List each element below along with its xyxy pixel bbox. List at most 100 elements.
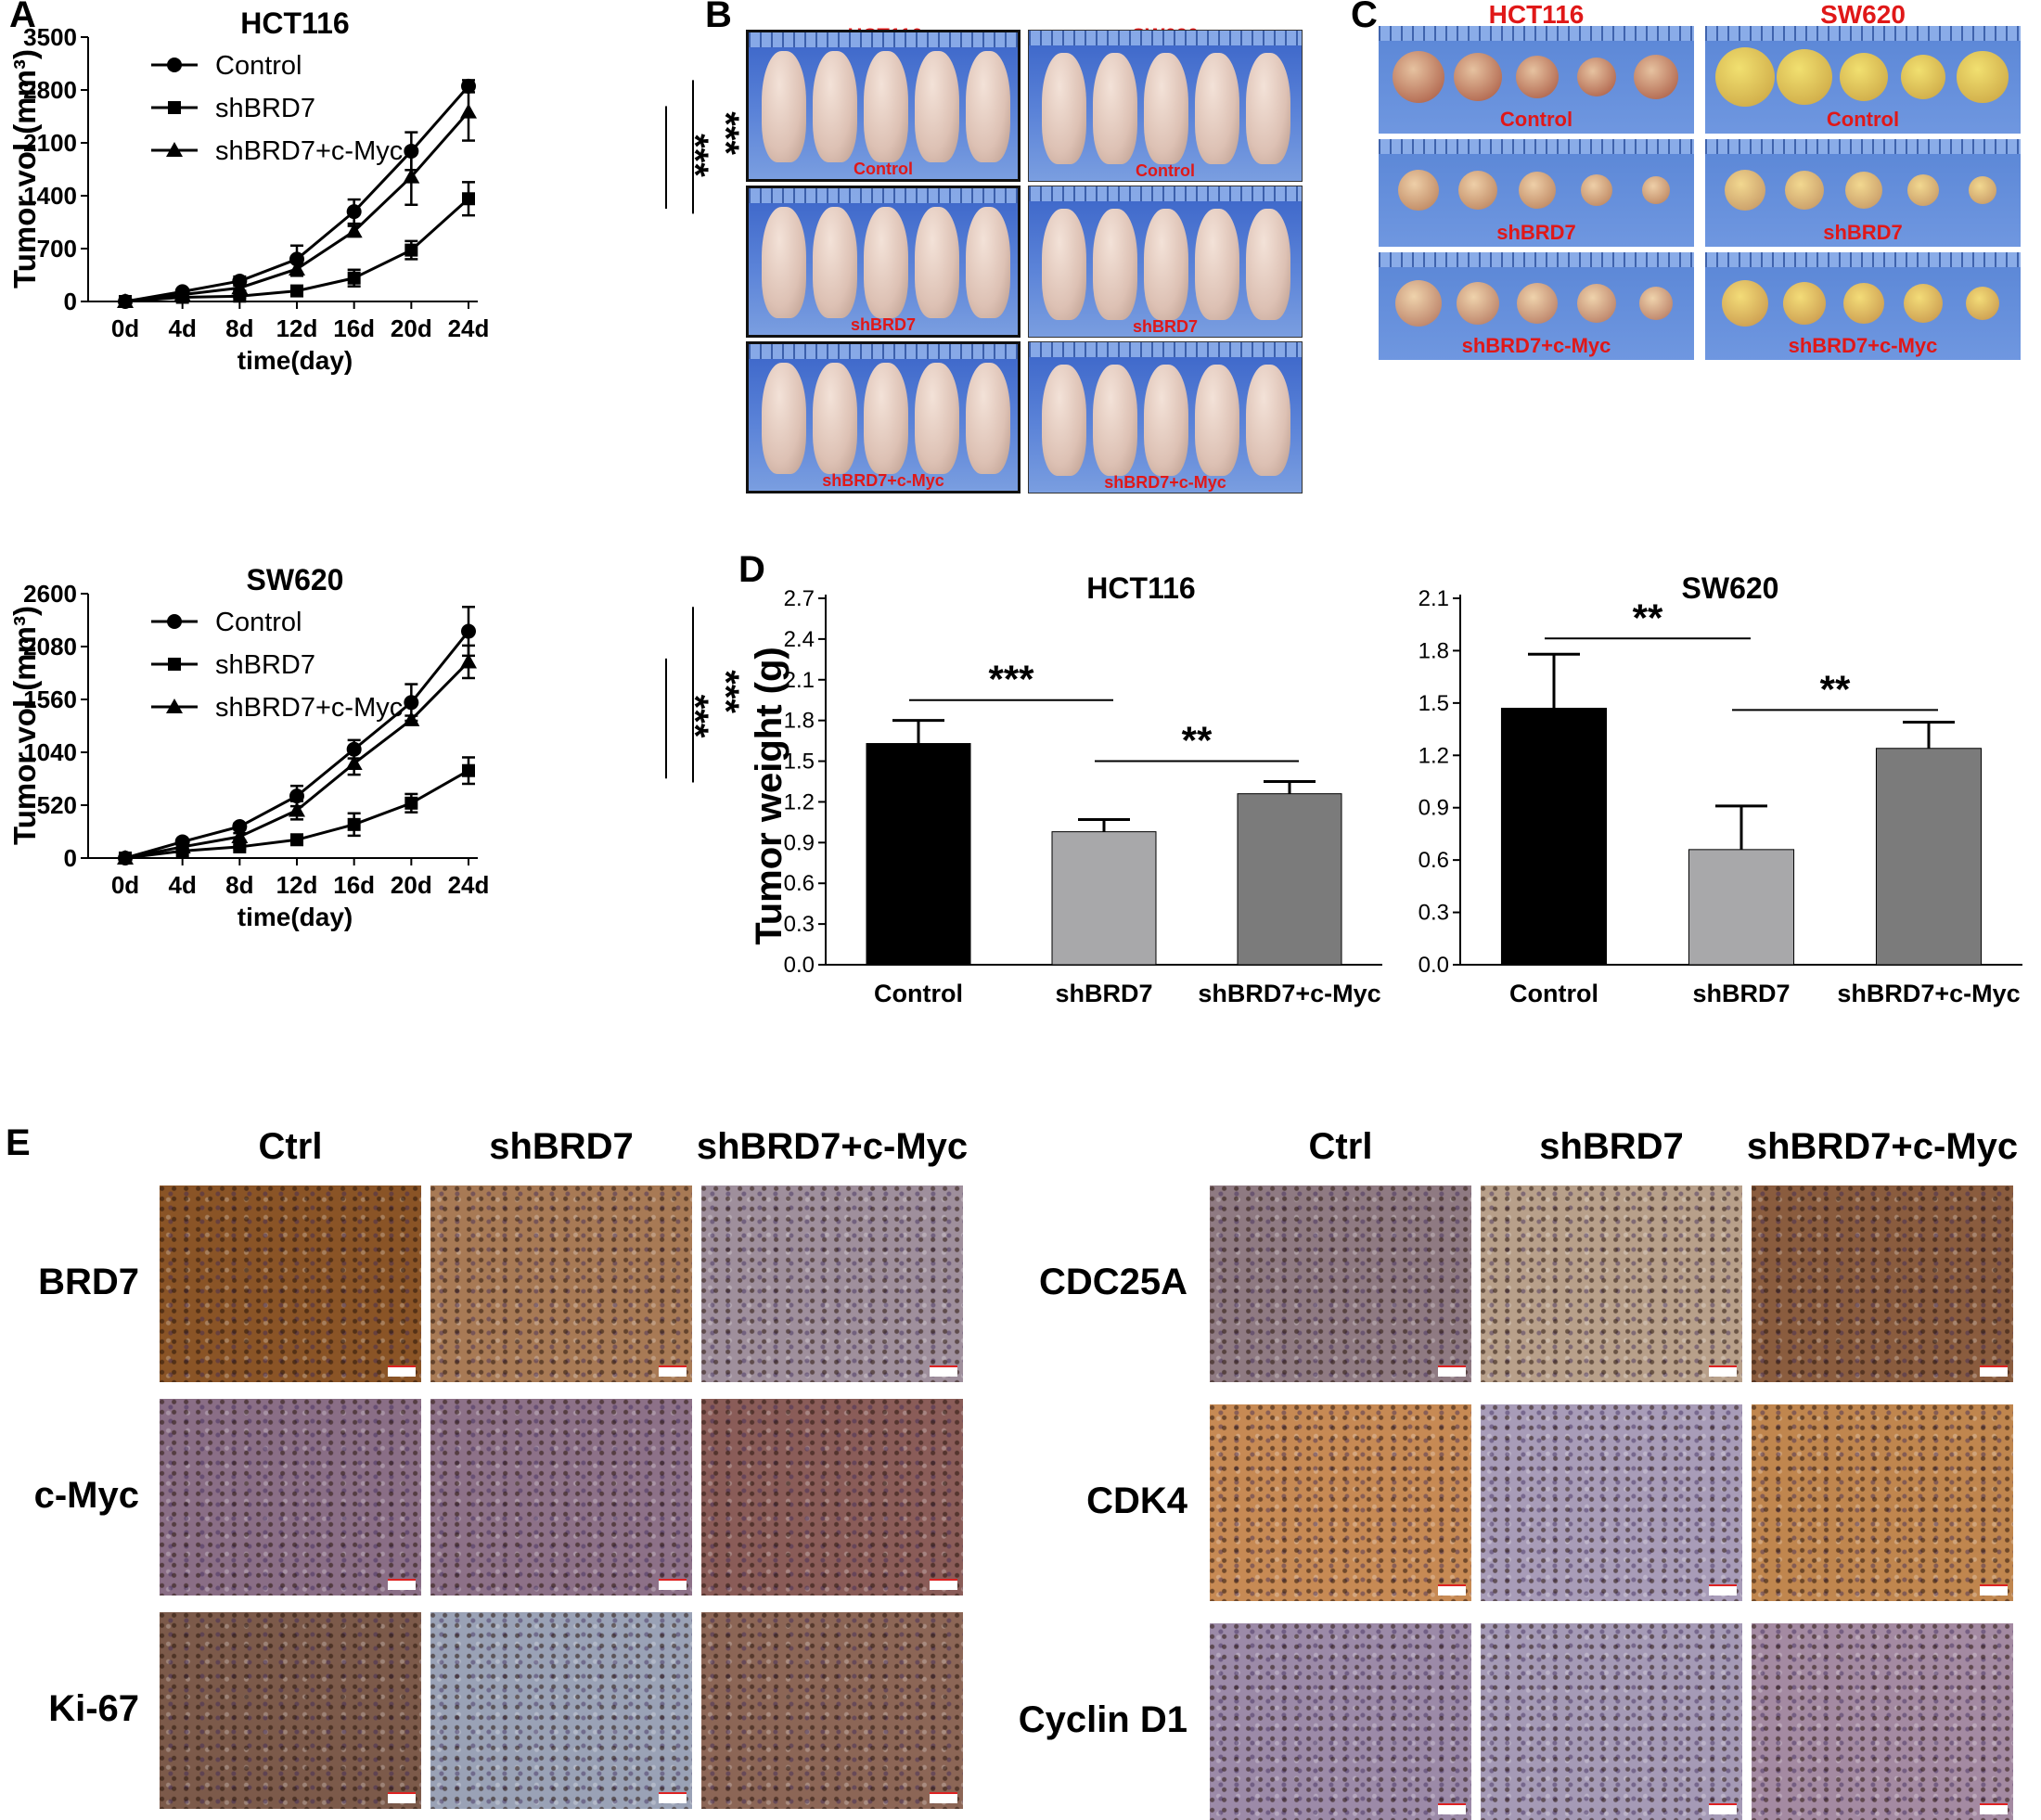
tumor-photo-hct116-shbrd7: shBRD7 <box>1379 139 1694 247</box>
bar1-y-tick-label: 1.8 <box>1418 638 1449 663</box>
ihc-tile-c-myc-shbrd7 <box>430 1399 692 1596</box>
ihc-tile-c-myc-shbrd7-c-myc <box>701 1399 963 1596</box>
scale-bar <box>1980 1365 2008 1377</box>
mouse-photo-hct116-control: Control <box>746 30 1020 182</box>
bar0-title: HCT116 <box>1086 571 1195 605</box>
mouse <box>915 363 959 474</box>
mouse <box>1246 365 1290 476</box>
bar1-y-tick-label: 0.6 <box>1418 848 1449 873</box>
line1-x-tick-label: 24d <box>448 871 490 899</box>
ihc-tile-cdc25a-shbrd7-c-myc <box>1752 1186 2013 1382</box>
tumor-photo-sw620-shbrd7-c-myc: shBRD7+c-Myc <box>1705 252 2021 360</box>
line1-shbrd7-c-myc-point <box>289 801 305 817</box>
mouse <box>1246 53 1290 164</box>
ihc-column-label-ctrl: Ctrl <box>258 1126 323 1167</box>
tumor <box>1904 284 1943 323</box>
scale-bar <box>1438 1584 1466 1596</box>
ruler <box>1029 186 1302 201</box>
line0-shbrd7-c-myc-point <box>403 168 420 184</box>
line1-y-tick-label: 2600 <box>23 580 77 608</box>
mouse <box>1093 209 1137 320</box>
line1-y-tick-label: 1040 <box>23 738 77 766</box>
ruler <box>1705 26 2021 41</box>
ruler <box>1379 252 1694 267</box>
mouse <box>915 207 959 318</box>
tumor-photo-hct116-shbrd7-c-myc: shBRD7+c-Myc <box>1379 252 1694 360</box>
ihc-column-label-ctrl: Ctrl <box>1308 1126 1373 1167</box>
tumor-group-label: shBRD7 <box>1823 221 1903 244</box>
ruler <box>1029 31 1302 45</box>
mouse-photo-grid: Control shBRD7 shBRD7+c-Myc Control shBRD7 sh… <box>746 30 1303 505</box>
ruler <box>749 188 1018 203</box>
scale-bar <box>1980 1803 2008 1814</box>
line1-y-tick-label: 2080 <box>23 633 77 660</box>
mouse <box>1042 53 1086 164</box>
line1-x-tick-label: 8d <box>225 871 253 899</box>
line0-shbrd7-c-myc-point <box>117 293 134 308</box>
line1-control-point <box>404 695 419 711</box>
tumor-group-label: Control <box>1826 108 1900 131</box>
tumor <box>1393 51 1444 103</box>
line1-y-axis-label: Tumor vol (mm³) <box>7 606 42 845</box>
line0-shbrd7-c-myc-point <box>173 286 191 301</box>
line0-y-tick-label: 1400 <box>23 182 77 210</box>
tumor <box>1714 46 1776 108</box>
ihc-grid-right: Ctrl shBRD7 shBRD7+c-Myc CDC25A CDK4 Cyclin D… <box>1002 1122 2041 1820</box>
ruler <box>749 344 1018 359</box>
line1-x-tick-label: 4d <box>168 871 196 899</box>
line0-y-tick-label: 2800 <box>23 76 77 104</box>
tumor-group-label: shBRD7 <box>1496 221 1576 244</box>
mouse <box>1042 209 1086 320</box>
ruler <box>1379 26 1694 41</box>
line0-control-legend-label: Control <box>215 51 302 81</box>
tumor <box>1516 56 1559 98</box>
bar1-significance-label-0: ** <box>1633 596 1663 639</box>
bar0-shbrd7-c-myc-bar <box>1237 793 1342 966</box>
line0-shbrd7-legend-marker <box>168 101 181 114</box>
line0-x-tick-label: 8d <box>225 314 253 342</box>
tumor <box>1900 54 1946 100</box>
line1-control-point <box>289 788 304 804</box>
mouse <box>966 363 1010 474</box>
scale-bar <box>1438 1365 1466 1377</box>
tumor <box>1722 280 1768 327</box>
bar1-y-tick-label: 0.0 <box>1418 953 1449 978</box>
tumor <box>1785 171 1824 210</box>
line0-shbrd7-c-myc-point <box>289 260 305 276</box>
line0-shbrd7-legend-label: shBRD7 <box>215 94 315 123</box>
line0-x-tick-label: 20d <box>391 314 432 342</box>
line0-shbrd7-c-myc-point <box>231 279 249 295</box>
ruler <box>1705 252 2021 267</box>
bar0-y-tick-label: 0.6 <box>784 871 815 896</box>
line1-shbrd7-c-myc-legend-label: shBRD7+c-Myc <box>215 693 403 723</box>
tumor <box>1454 53 1502 101</box>
mouse-photo-sw620-shbrd7-c-myc: shBRD7+c-Myc <box>1028 341 1303 493</box>
bar0-control-bar <box>866 743 971 966</box>
ruler <box>1705 139 2021 154</box>
mouse <box>762 51 806 162</box>
line0-title: HCT116 <box>240 6 349 40</box>
mouse-photo-sw620-control: Control <box>1028 30 1303 182</box>
tumor <box>1839 52 1889 102</box>
line0-shbrd7-c-myc-legend-marker <box>166 142 183 157</box>
ihc-tile-cdk4-shbrd7-c-myc <box>1752 1404 2013 1601</box>
bar0-y-tick-label: 1.8 <box>784 709 815 734</box>
scale-bar <box>1709 1365 1737 1377</box>
line1-shbrd7-c-myc-point <box>231 827 249 843</box>
ruler <box>1379 139 1694 154</box>
line1-shbrd7-c-myc-series-line <box>124 660 470 860</box>
tumor-group-label: shBRD7+c-Myc <box>1788 334 1938 357</box>
tumor-group-label: Control <box>1499 108 1573 131</box>
panel-letter-c: C <box>1351 0 1378 35</box>
tumor <box>1777 49 1832 105</box>
line1-y-tick-label: 1560 <box>23 686 77 713</box>
line1-x-tick-label: 20d <box>391 871 432 899</box>
bar0-shbrd7-bar <box>1051 831 1157 966</box>
ihc-tile-ki-67-shbrd7-c-myc <box>701 1612 963 1809</box>
sw620-tumor-weight-chart: SW620 0.0 0.3 0.6 0.9 1.2 1.5 1.8 2.1 Control shBR… <box>1418 571 2022 1007</box>
mouse-group-label: shBRD7+c-Myc <box>1104 473 1226 492</box>
line1-x-axis-label: time(day) <box>237 903 353 931</box>
line1-x-tick-label: 16d <box>333 871 375 899</box>
line0-y-axis-label: Tumor vol (mm³) <box>7 49 42 288</box>
line1-shbrd7-c-myc-legend-marker <box>166 699 183 713</box>
